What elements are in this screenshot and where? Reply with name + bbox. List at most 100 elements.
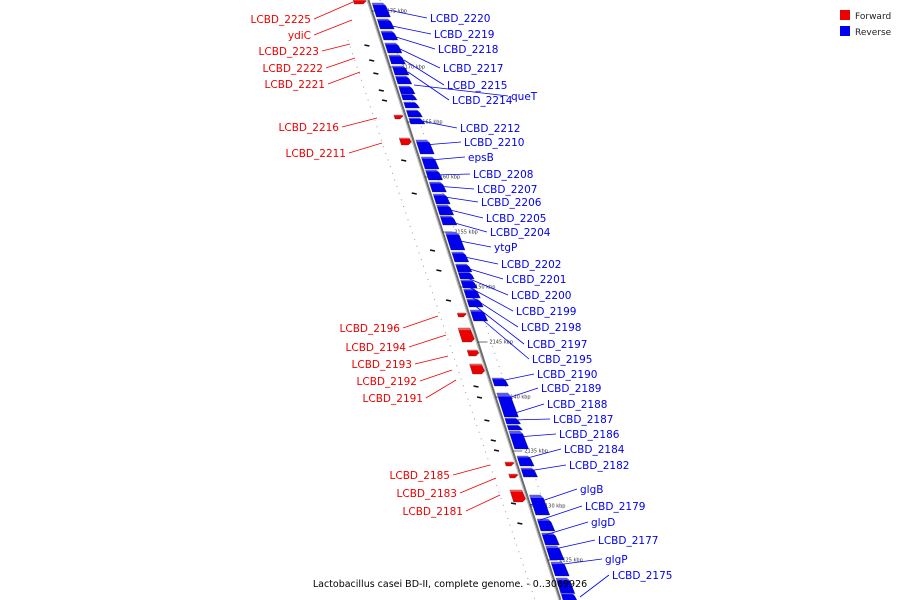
reverse-gene-arrow-shade (403, 102, 418, 103)
reverse-gene-arrow-shade (507, 425, 522, 426)
reverse-gene-arrow-shade (491, 378, 507, 380)
minor-feature-mark (411, 192, 417, 195)
forward-track-guide (347, 39, 536, 600)
reverse-gene-arrow-shade (392, 66, 407, 68)
forward-gene-arrow (504, 461, 515, 467)
reverse-gene-arrow-shade (496, 393, 512, 397)
gene-label: glgP (605, 554, 628, 566)
minor-feature-mark (484, 419, 490, 422)
reverse-gene-arrow-shade (440, 216, 455, 218)
gene-label: LCBD_2177 (598, 535, 658, 547)
label-leader-line (452, 464, 491, 476)
label-leader-line (403, 59, 445, 86)
legend: Forward Reverse (840, 10, 892, 38)
gene-label: LCBD_2198 (521, 322, 581, 334)
reverse-gene-arrow (508, 430, 529, 450)
reverse-gene-arrow (550, 561, 570, 577)
reverse-gene-arrow-shade (560, 593, 576, 595)
label-leader-line (459, 477, 497, 494)
map-caption: Lactobacillus casei BD-II, complete geno… (313, 579, 587, 590)
tick-label: 2125 kbp (559, 558, 583, 564)
reverse-gene-arrow-shade (429, 182, 444, 184)
label-leader-line (402, 315, 439, 329)
gene-label: LCBD_2185 (390, 470, 450, 482)
reverse-gene-arrow-shade (406, 110, 421, 112)
reverse-gene-arrow-shade (401, 94, 416, 95)
reverse-gene-arrow-shade (516, 456, 532, 458)
reverse-gene-arrow (516, 455, 535, 467)
gene-label: LCBD_2208 (473, 169, 533, 181)
reverse-gene-arrow (466, 298, 484, 308)
backbone-highlight (366, 0, 560, 600)
label-leader-line (391, 25, 432, 35)
label-leader-line (465, 494, 501, 512)
gene-label: glgB (580, 484, 603, 496)
reverse-gene-arrow (400, 93, 418, 101)
label-leader-line (516, 433, 557, 438)
gene-label: queT (511, 91, 538, 103)
gene-label: LCBD_2183 (397, 488, 457, 500)
gene-label: LCBD_2188 (547, 399, 607, 411)
gene-label: LCBD_2211 (286, 148, 346, 160)
label-leader-line (469, 295, 519, 328)
label-leader-line (325, 57, 356, 69)
reverse-gene-arrow-shade (415, 140, 431, 143)
minor-feature-mark (493, 449, 500, 452)
gene-label: LCBD_2207 (477, 184, 537, 196)
forward-gene-arrow (456, 312, 467, 318)
label-leader-line (313, 19, 353, 36)
label-leader-line (435, 185, 475, 190)
label-leader-line (555, 558, 603, 566)
reverse-gene-arrow-shade (436, 205, 452, 207)
forward-gene-arrow (508, 473, 519, 479)
reverse-gene-arrow-shade (458, 272, 473, 274)
label-leader-line (413, 84, 509, 97)
legend-forward-label: Forward (855, 12, 891, 22)
forward-gene-arrow-shade (393, 115, 402, 116)
forward-gene-arrow-shade (399, 138, 410, 140)
gene-label: LCBD_2190 (537, 369, 597, 381)
label-leader-line (462, 266, 504, 280)
tick-label: 2140 kbp (507, 395, 531, 401)
gene-label: LCBD_2216 (279, 122, 340, 134)
gene-label: LCBD_2200 (511, 290, 571, 302)
gene-label: LCBD_2212 (460, 123, 520, 135)
label-leader-line (327, 71, 361, 85)
gene-label: ydiC (288, 30, 311, 42)
reverse-gene-arrow (445, 231, 466, 251)
forward-gene-arrow-shade (467, 350, 478, 351)
minor-feature-mark (369, 59, 375, 62)
reverse-gene-arrow (415, 139, 435, 155)
reverse-gene-arrow (388, 54, 406, 65)
reverse-gene-arrow-shade (555, 578, 571, 581)
minor-feature-mark (473, 385, 479, 388)
forward-gene-arrow (352, 0, 367, 5)
reverse-gene-arrow-shade (398, 86, 413, 88)
legend-reverse-label: Reverse (855, 28, 892, 38)
label-leader-line (321, 43, 351, 52)
label-leader-line (429, 156, 466, 161)
gene-label: LCBD_2181 (403, 506, 463, 518)
reverse-gene-arrow-shade (545, 546, 561, 549)
label-leader-line (443, 219, 488, 233)
minor-feature-mark (510, 502, 517, 505)
reverse-gene-arrow-shade (463, 289, 478, 291)
gene-label: LCBD_2186 (559, 429, 620, 441)
reverse-gene-arrow (545, 545, 565, 561)
reverse-gene-arrow-shade (451, 252, 467, 254)
minor-feature-mark (364, 44, 370, 47)
label-leader-line (408, 334, 447, 348)
label-leader-line (529, 488, 578, 506)
minor-feature-mark (429, 249, 436, 252)
reverse-gene-arrow (432, 193, 451, 205)
label-leader-line (579, 574, 610, 598)
backbone-line (366, 0, 562, 600)
label-leader-line (419, 369, 453, 382)
forward-gene-arrow (398, 137, 412, 146)
gene-label: LCBD_2189 (541, 383, 601, 395)
forward-gene-arrow-shade (457, 328, 471, 331)
label-leader-line (464, 276, 509, 296)
gene-label: LCBD_2192 (357, 376, 417, 388)
reverse-gene-arrow-shade (537, 519, 552, 521)
